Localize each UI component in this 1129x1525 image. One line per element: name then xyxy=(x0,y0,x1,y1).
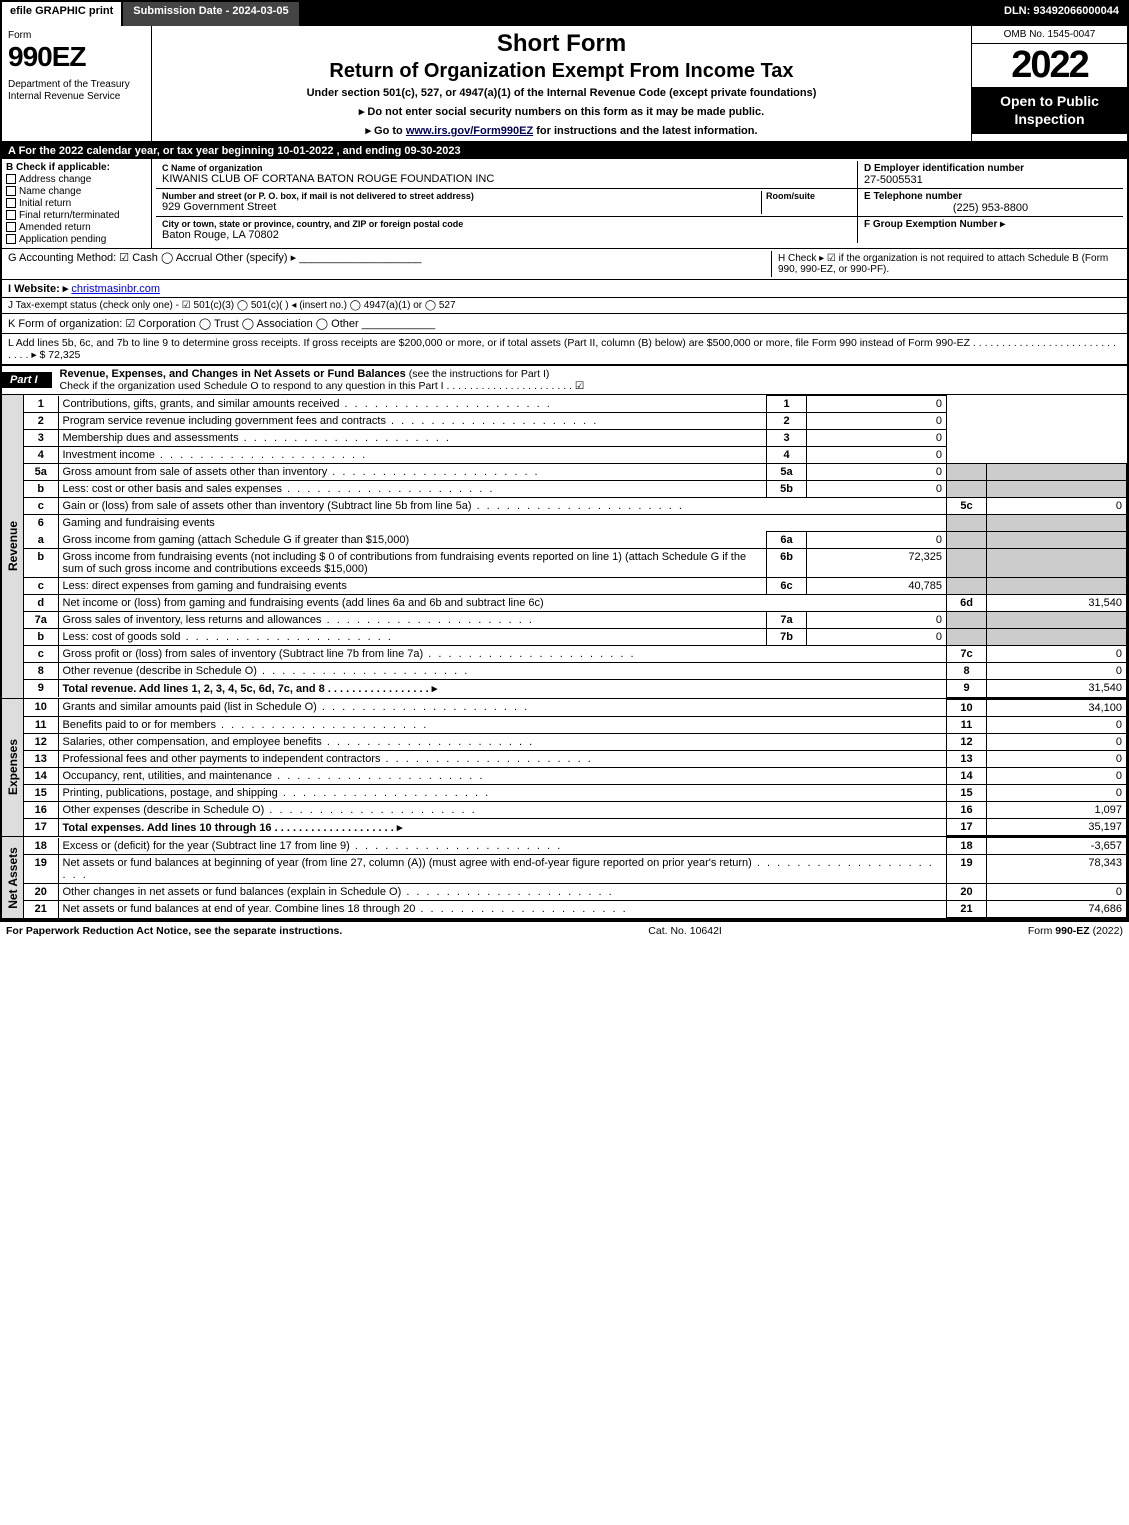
expenses-table: 10Grants and similar amounts paid (list … xyxy=(24,699,1127,837)
b-opt-name[interactable]: Name change xyxy=(6,186,147,197)
box-f: F Group Exemption Number ▸ xyxy=(858,217,1123,243)
header-right: OMB No. 1545-0047 2022 Open to Public In… xyxy=(972,26,1127,141)
netassets-table: 18Excess or (deficit) for the year (Subt… xyxy=(24,837,1127,918)
b-opt-address[interactable]: Address change xyxy=(6,174,147,185)
efile-print-button[interactable]: efile GRAPHIC print xyxy=(2,2,123,26)
revenue-table: 1Contributions, gifts, grants, and simil… xyxy=(24,395,1127,698)
row-bcdef: B Check if applicable: Address change Na… xyxy=(2,159,1127,249)
line-l: L Add lines 5b, 6c, and 7b to line 9 to … xyxy=(2,334,1127,366)
c-addr-value: 929 Government Street xyxy=(162,201,761,213)
line-i: I Website: ▸ christmasinbr.com xyxy=(2,280,1127,298)
b-opt-final[interactable]: Final return/terminated xyxy=(6,210,147,221)
top-bar: efile GRAPHIC print Submission Date - 20… xyxy=(2,2,1127,26)
line-h: H Check ▸ ☑ if the organization is not r… xyxy=(771,251,1121,277)
header-left: Form 990EZ Department of the Treasury In… xyxy=(2,26,152,141)
box-c-name: C Name of organization KIWANIS CLUB OF C… xyxy=(156,161,858,188)
form-code: 990EZ xyxy=(8,41,145,73)
part1-tag: Part I xyxy=(2,372,52,388)
footer-right: Form 990-EZ (2022) xyxy=(1028,925,1123,937)
e-label: E Telephone number xyxy=(864,191,1117,202)
room-label: Room/suite xyxy=(766,191,851,201)
form-header: Form 990EZ Department of the Treasury In… xyxy=(2,26,1127,143)
b-opt-pending[interactable]: Application pending xyxy=(6,234,147,245)
box-c-addr: Number and street (or P. O. box, if mail… xyxy=(156,189,858,216)
title-short-form: Short Form xyxy=(160,30,963,58)
part1-note: (see the instructions for Part I) xyxy=(409,368,550,380)
expenses-section: Expenses 10Grants and similar amounts pa… xyxy=(2,699,1127,838)
b-opt-amended[interactable]: Amended return xyxy=(6,222,147,233)
c-name-value: KIWANIS CLUB OF CORTANA BATON ROUGE FOUN… xyxy=(162,173,851,185)
i-label: I Website: ▸ xyxy=(8,283,68,295)
netassets-side-label: Net Assets xyxy=(2,837,24,918)
part1-checknote: Check if the organization used Schedule … xyxy=(60,380,585,392)
c-name-label: C Name of organization xyxy=(162,163,851,173)
header-title-block: Short Form Return of Organization Exempt… xyxy=(152,26,972,141)
c-addr-label: Number and street (or P. O. box, if mail… xyxy=(162,191,761,201)
line-g-h: H Check ▸ ☑ if the organization is not r… xyxy=(2,249,1127,280)
submission-date: Submission Date - 2024-03-05 xyxy=(123,2,300,26)
revenue-section: Revenue 1Contributions, gifts, grants, a… xyxy=(2,395,1127,699)
form-990ez-page: efile GRAPHIC print Submission Date - 20… xyxy=(0,0,1129,922)
footer-catno: Cat. No. 10642I xyxy=(342,925,1028,937)
box-d: D Employer identification number 27-5005… xyxy=(858,161,1123,188)
dln-value: DLN: 93492066000044 xyxy=(996,2,1127,26)
line-a: A For the 2022 calendar year, or tax yea… xyxy=(2,143,1127,159)
box-e: E Telephone number (225) 953-8800 xyxy=(858,189,1123,216)
inst2-post: for instructions and the latest informat… xyxy=(533,125,757,137)
line-j: J Tax-exempt status (check only one) - ☑… xyxy=(2,298,1127,314)
instruction-link: ▸ Go to www.irs.gov/Form990EZ for instru… xyxy=(160,124,963,137)
f-label: F Group Exemption Number ▸ xyxy=(864,219,1117,230)
subtitle: Under section 501(c), 527, or 4947(a)(1)… xyxy=(160,87,963,99)
c-city-label: City or town, state or province, country… xyxy=(162,219,851,229)
topbar-spacer xyxy=(301,2,996,26)
c-city-value: Baton Rouge, LA 70802 xyxy=(162,229,851,241)
title-return: Return of Organization Exempt From Incom… xyxy=(160,60,963,83)
d-label: D Employer identification number xyxy=(864,163,1117,174)
b-opt-initial[interactable]: Initial return xyxy=(6,198,147,209)
website-link[interactable]: christmasinbr.com xyxy=(71,283,160,295)
part1-title: Revenue, Expenses, and Changes in Net As… xyxy=(52,366,593,394)
b-label: B Check if applicable: xyxy=(6,162,147,173)
box-cdef: C Name of organization KIWANIS CLUB OF C… xyxy=(152,159,1127,248)
e-value: (225) 953-8800 xyxy=(864,202,1117,214)
box-b: B Check if applicable: Address change Na… xyxy=(2,159,152,248)
line-k: K Form of organization: ☑ Corporation ◯ … xyxy=(2,314,1127,334)
expenses-side-label: Expenses xyxy=(2,699,24,837)
dept-label: Department of the Treasury Internal Reve… xyxy=(8,79,145,103)
inst2-pre: ▸ Go to xyxy=(365,125,405,137)
tax-year: 2022 xyxy=(972,44,1127,87)
omb-number: OMB No. 1545-0047 xyxy=(972,26,1127,44)
open-inspection-badge: Open to Public Inspection xyxy=(972,87,1127,134)
irs-link[interactable]: www.irs.gov/Form990EZ xyxy=(406,125,533,137)
d-value: 27-5005531 xyxy=(864,174,1117,186)
footer-left: For Paperwork Reduction Act Notice, see … xyxy=(6,925,342,937)
form-label: Form xyxy=(8,30,145,41)
instruction-ssn: ▸ Do not enter social security numbers o… xyxy=(160,105,963,118)
page-footer: For Paperwork Reduction Act Notice, see … xyxy=(0,922,1129,940)
revenue-side-label: Revenue xyxy=(2,395,24,698)
netassets-section: Net Assets 18Excess or (deficit) for the… xyxy=(2,837,1127,920)
box-c-city: City or town, state or province, country… xyxy=(156,217,858,243)
part1-bar: Part I Revenue, Expenses, and Changes in… xyxy=(2,366,1127,395)
